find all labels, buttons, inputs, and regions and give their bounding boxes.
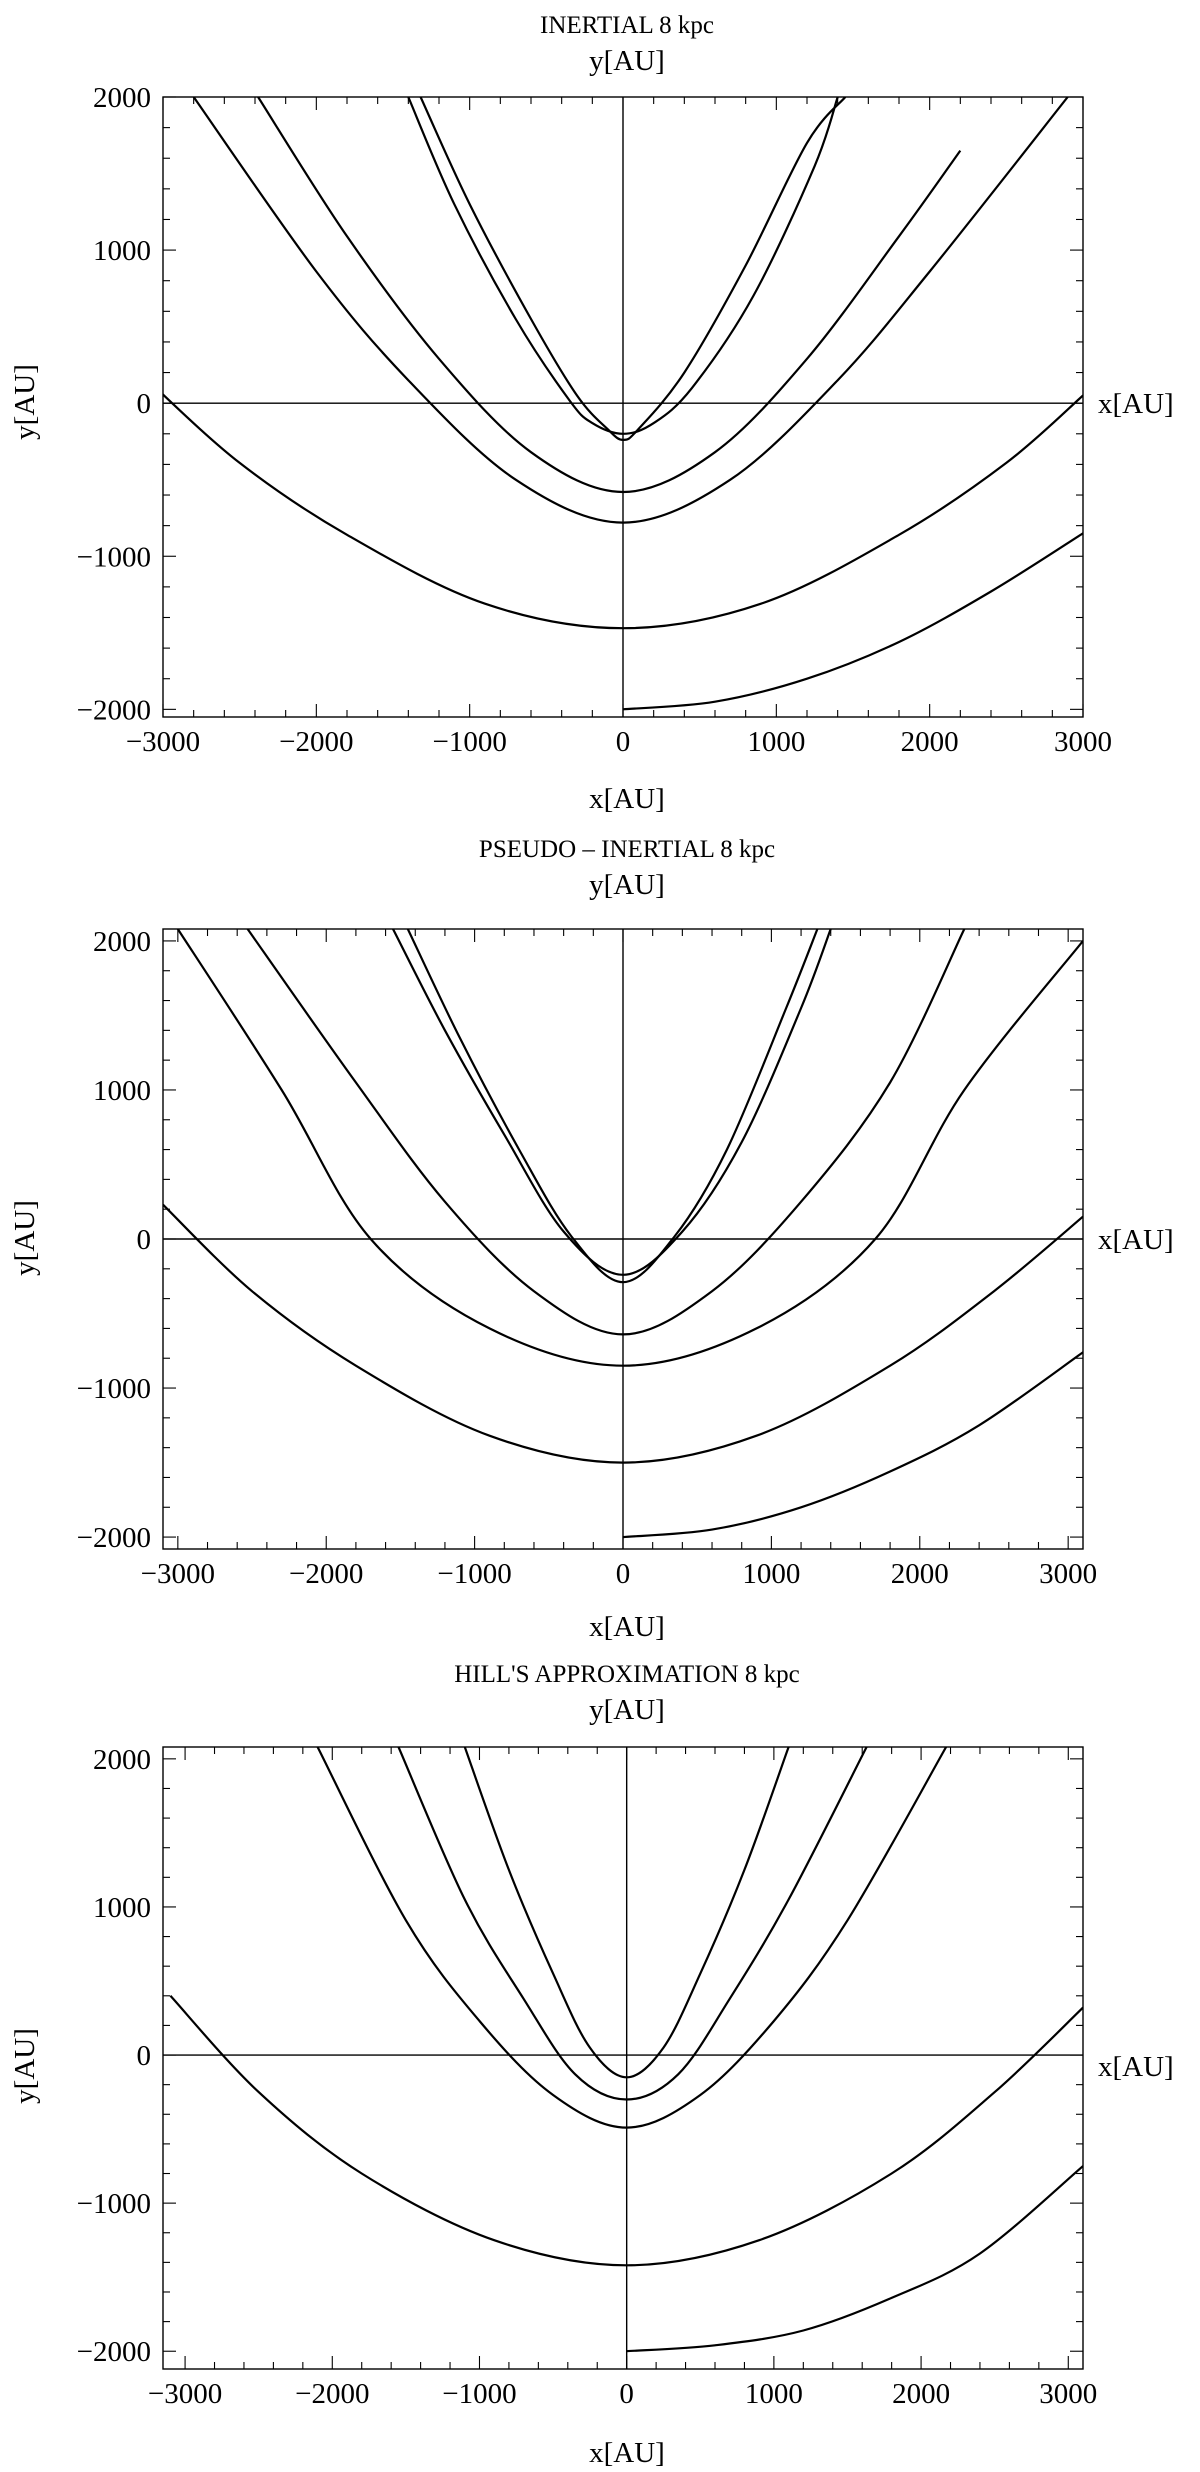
- x-tick-label: −3000: [148, 2378, 222, 2410]
- x-tick-label: 0: [619, 2378, 634, 2410]
- x-tick-label: −3000: [141, 1558, 215, 1590]
- x-tick-label: 3000: [1039, 1558, 1097, 1590]
- y-tick-label: 0: [137, 388, 152, 420]
- y-tick-label: −2000: [77, 2336, 151, 2368]
- series-line-4: [192, 97, 1069, 524]
- y-tick-label: 2000: [93, 1744, 151, 1776]
- series-line-6: [622, 1351, 1083, 1539]
- series-line-6: [622, 532, 1083, 711]
- x-tick-label: 2000: [892, 2378, 950, 2410]
- series-group: [163, 97, 1083, 711]
- x-tick-label: 2000: [891, 1558, 949, 1590]
- x-axis-bottom-label: x[AU]: [589, 783, 665, 815]
- y-axis-top-label: y[AU]: [589, 869, 665, 901]
- series-line-3: [316, 1747, 948, 2129]
- x-tick-label: 1000: [747, 726, 805, 758]
- y-tick-label: 1000: [93, 1075, 151, 1107]
- y-axis-side-label: y[AU]: [9, 1200, 41, 1276]
- series-line-2: [406, 929, 819, 1284]
- series-group: [169, 1747, 1083, 2353]
- y-tick-label: −1000: [77, 2188, 151, 2220]
- series-line-2: [419, 97, 847, 442]
- series-line-5: [163, 1203, 1083, 1464]
- series-line-1: [407, 97, 839, 435]
- y-axis-side-label: y[AU]: [9, 364, 41, 440]
- chart-title: INERTIAL 8 kpc: [540, 12, 714, 39]
- x-tick-label: 2000: [901, 726, 959, 758]
- y-tick-label: 2000: [93, 926, 151, 958]
- x-axis-right-label: x[AU]: [1098, 2051, 1174, 2083]
- chart-title: PSEUDO – INERTIAL 8 kpc: [479, 836, 775, 863]
- series-line-2: [397, 1747, 868, 2101]
- chart-hills-approximation: HILL'S APPROXIMATION 8 kpc y[AU] y[AU] x…: [9, 1661, 1174, 2469]
- x-axis-right-label: x[AU]: [1098, 1224, 1174, 1256]
- x-tick-label: 1000: [745, 2378, 803, 2410]
- y-tick-label: −2000: [77, 1522, 151, 1554]
- series-line-5: [163, 393, 1083, 630]
- chart-pseudo-inertial: PSEUDO – INERTIAL 8 kpc y[AU] y[AU] x[AU…: [9, 836, 1174, 1643]
- y-axis-top-label: y[AU]: [589, 1694, 665, 1726]
- x-tick-label: −1000: [437, 1558, 511, 1590]
- y-axis-side-label: y[AU]: [9, 2028, 41, 2104]
- series-line-1: [392, 929, 832, 1276]
- series-line-1: [463, 1747, 790, 2079]
- series-line-4: [176, 929, 1083, 1367]
- x-tick-label: −2000: [289, 1558, 363, 1590]
- y-tick-label: 0: [137, 1224, 152, 1256]
- series-line-3: [257, 97, 962, 494]
- plot-area: −3000 −2000 −1000 0 1000 2000 3000 −2000 −1000 0 1…: [77, 926, 1098, 1590]
- y-tick-label: −1000: [77, 1373, 151, 1405]
- y-tick-label: 0: [137, 2040, 152, 2072]
- series-group: [163, 929, 1083, 1539]
- x-tick-label: −2000: [279, 726, 353, 758]
- x-tick-label: 0: [616, 1558, 631, 1590]
- y-tick-label: −2000: [77, 694, 151, 726]
- y-tick-label: 2000: [93, 82, 151, 114]
- x-tick-label: 1000: [742, 1558, 800, 1590]
- series-line-3: [246, 929, 966, 1336]
- x-tick-label: −2000: [295, 2378, 369, 2410]
- plot-area: −3000 −2000 −1000 0 1000 2000 3000 −2000 −1000 0 1…: [77, 1744, 1098, 2410]
- series-line-4: [169, 1995, 1083, 2267]
- y-tick-label: 1000: [93, 235, 151, 267]
- x-tick-label: −1000: [442, 2378, 516, 2410]
- x-axis-bottom-label: x[AU]: [589, 2437, 665, 2469]
- plot-frame: [162, 1746, 1084, 2370]
- x-tick-label: 0: [616, 726, 631, 758]
- x-axis-bottom-label: x[AU]: [589, 1611, 665, 1643]
- y-tick-label: −1000: [77, 541, 151, 573]
- x-tick-label: 3000: [1039, 2378, 1097, 2410]
- y-tick-label: 1000: [93, 1892, 151, 1924]
- y-axis-top-label: y[AU]: [589, 45, 665, 77]
- x-tick-label: −1000: [432, 726, 506, 758]
- chart-title: HILL'S APPROXIMATION 8 kpc: [454, 1661, 799, 1688]
- x-axis-right-label: x[AU]: [1098, 388, 1174, 420]
- chart-inertial: INERTIAL 8 kpc y[AU] y[AU] x[AU] x[AU] −…: [9, 12, 1174, 815]
- plot-area: −3000 −2000 −1000 0 1000 2000 3000−2000−100001…: [77, 82, 1112, 758]
- x-tick-label: −3000: [126, 726, 200, 758]
- x-tick-label: 3000: [1054, 726, 1112, 758]
- series-line-5: [626, 2165, 1083, 2353]
